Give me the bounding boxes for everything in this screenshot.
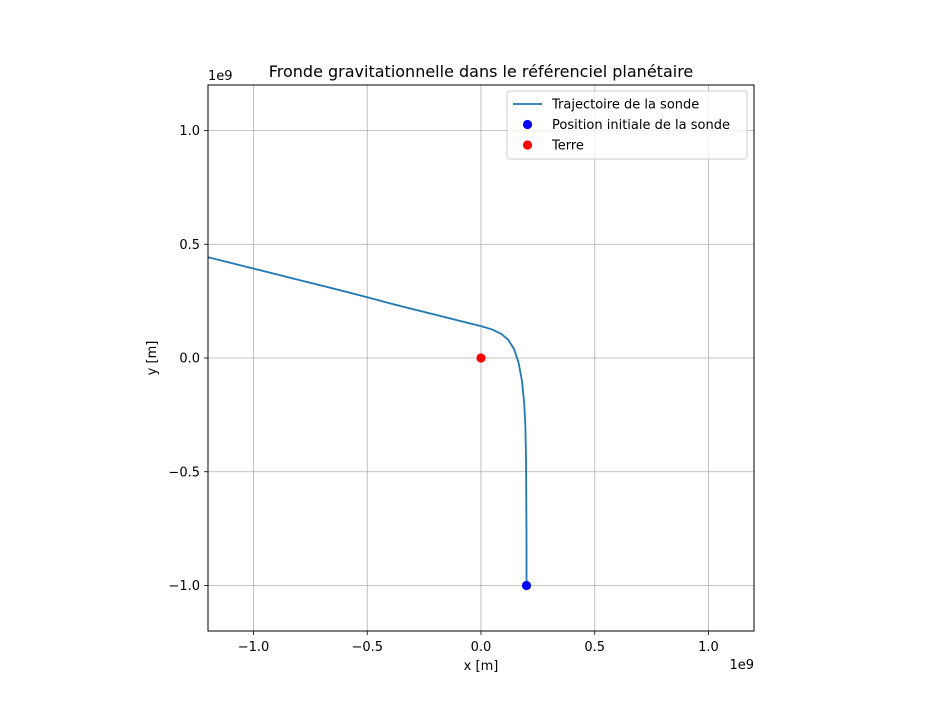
x-tick-label: 1.0 [698, 640, 719, 655]
legend-label: Terre [551, 139, 584, 154]
series-line-trajectoire [208, 256, 528, 586]
point-terre [476, 353, 486, 363]
y-tick-label: −1.0 [168, 579, 200, 594]
x-tick-label: −1.0 [238, 640, 270, 655]
y-tick-label: 0.5 [179, 238, 200, 253]
legend: Trajectoire de la sonde Position initiale… [506, 90, 748, 160]
point-position-initiale [521, 580, 532, 591]
x-axis-offset-label: 1e9 [729, 658, 754, 673]
plot-series [208, 256, 532, 591]
x-tick-label: −0.5 [351, 640, 383, 655]
x-tick-label: 0.0 [471, 640, 492, 655]
x-axis-label: x [m] [464, 659, 499, 674]
x-tick-label: 0.5 [584, 640, 605, 655]
axis-ticks: −1.0 −0.5 0.0 0.5 1.0 −1.0 −0.5 0.0 0.5 1.0 [168, 124, 718, 655]
legend-marker-swatch [522, 140, 533, 150]
y-axis-label: y [m] [145, 341, 160, 376]
legend-label: Trajectoire de la sonde [551, 98, 699, 113]
y-tick-label: −0.5 [168, 465, 200, 480]
chart-title: Fronde gravitationnelle dans le référenc… [269, 62, 694, 81]
legend-marker-swatch [522, 119, 533, 130]
y-tick-label: 1.0 [179, 124, 200, 139]
y-axis-offset-label: 1e9 [208, 69, 233, 84]
legend-label: Position initiale de la sonde [552, 118, 730, 133]
legend-frame [506, 90, 748, 160]
y-tick-label: 0.0 [179, 352, 200, 367]
